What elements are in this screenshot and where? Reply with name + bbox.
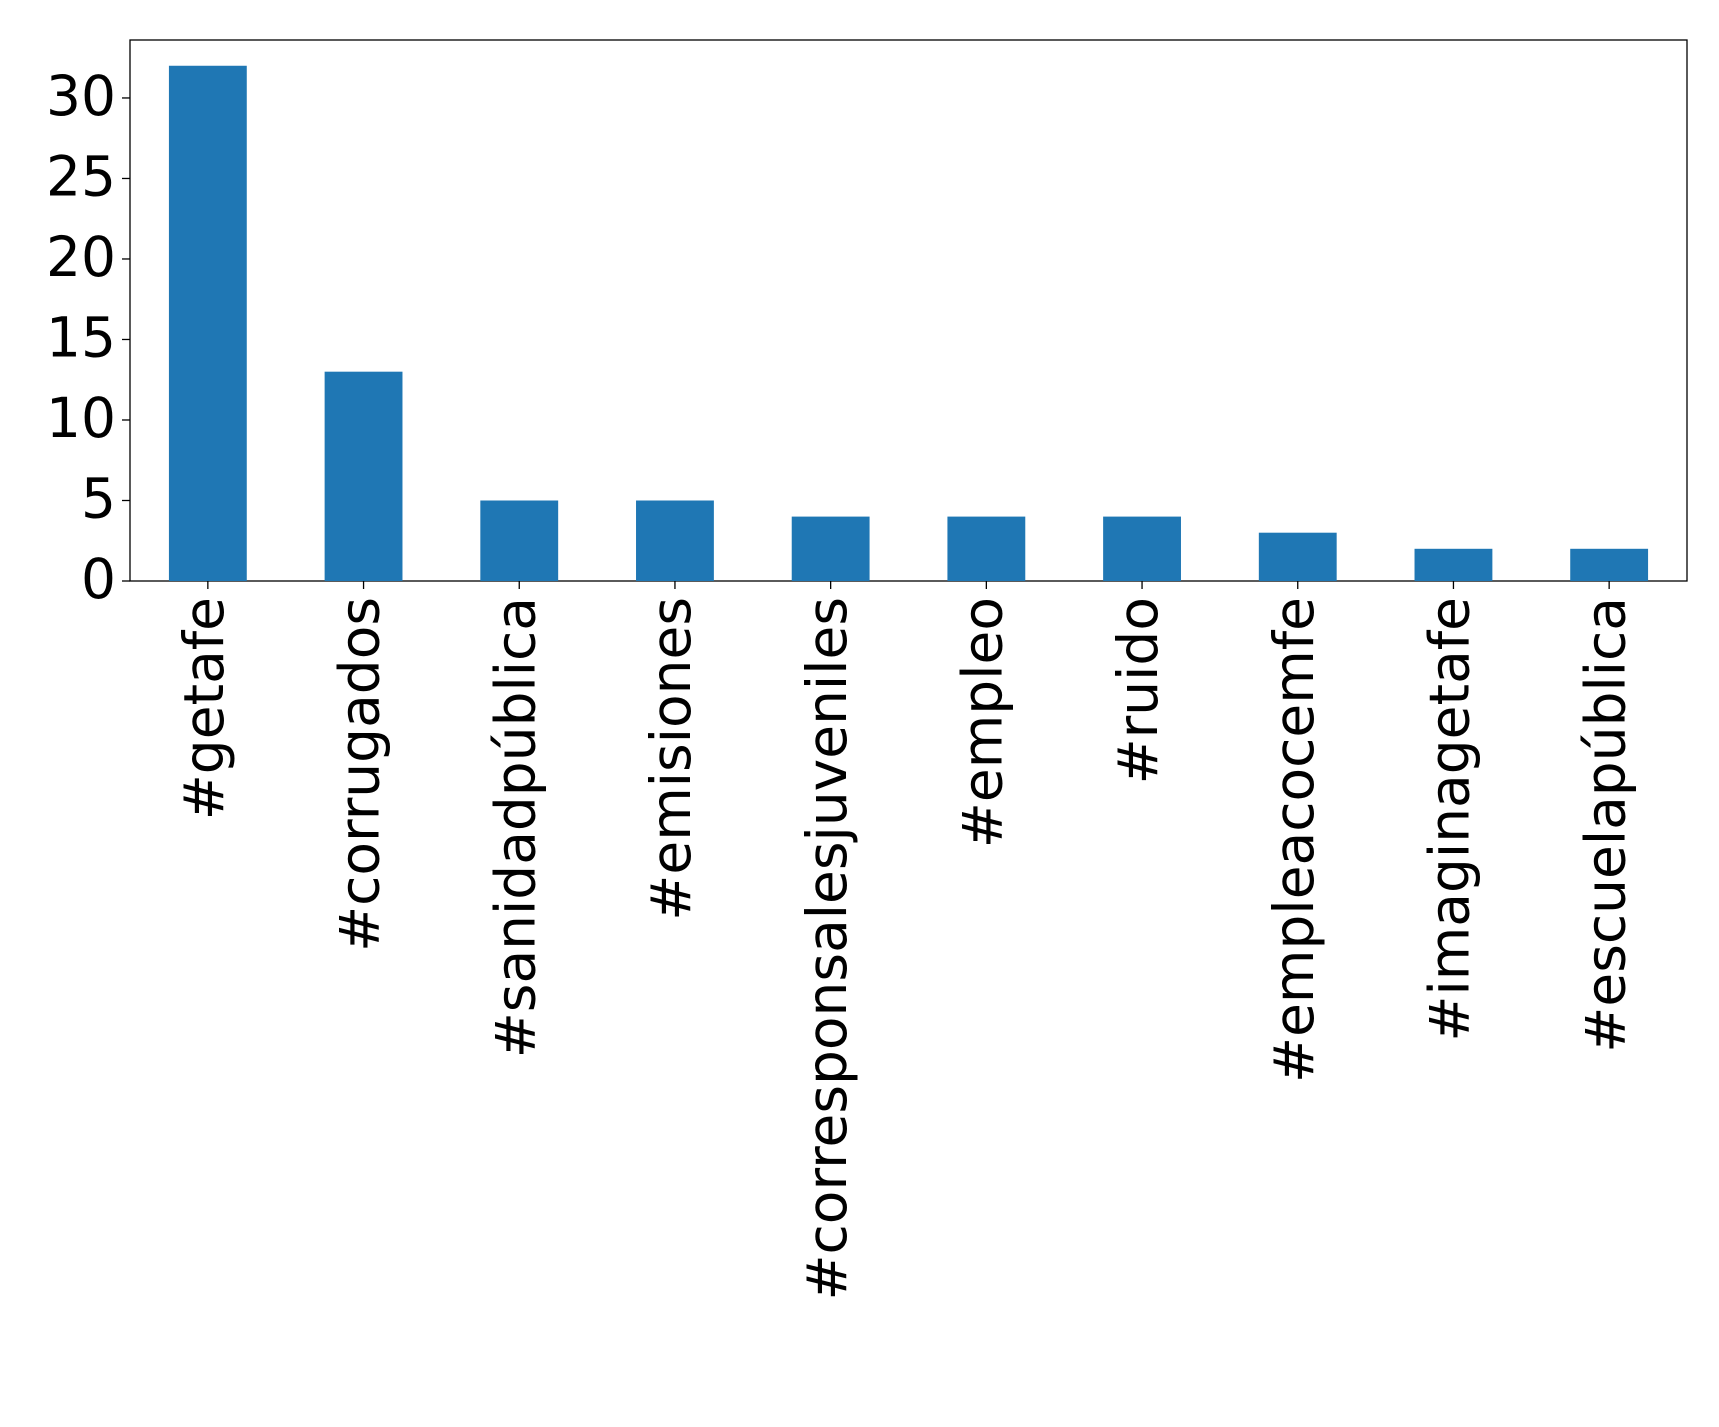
- x-tick-label: #emisiones: [639, 597, 703, 921]
- y-tick-label: 20: [46, 225, 116, 289]
- bar: [1103, 516, 1181, 581]
- y-tick-label: 15: [46, 306, 116, 370]
- bar: [791, 516, 870, 581]
- x-tick-label: #sanidadpública: [483, 597, 547, 1058]
- x-tick-label: #empleo: [950, 597, 1014, 848]
- x-tick-label: #corrugados: [328, 597, 392, 952]
- x-tick-label: #ruido: [1106, 597, 1170, 784]
- bar: [324, 371, 403, 581]
- bar: [636, 500, 714, 581]
- y-tick-label: 25: [46, 145, 116, 209]
- x-tick-label: #imaginagetafe: [1418, 597, 1482, 1042]
- x-tick-label: #empleacocemfe: [1262, 597, 1326, 1083]
- bar: [1414, 548, 1493, 581]
- bar: [1570, 548, 1649, 581]
- y-tick-label: 30: [46, 64, 116, 128]
- x-tick-label: #corresponsalesjuveniles: [795, 597, 859, 1301]
- y-tick-label: 10: [46, 386, 116, 450]
- x-tick-label: #getafe: [172, 597, 236, 820]
- bar: [1258, 532, 1337, 581]
- y-tick-label: 0: [81, 547, 116, 611]
- bar: [947, 516, 1026, 581]
- bar: [168, 65, 247, 581]
- plot-frame: [129, 39, 1688, 582]
- x-tick-label: #escuelapública: [1573, 597, 1637, 1053]
- y-tick-label: 5: [81, 467, 116, 531]
- bar: [480, 500, 559, 581]
